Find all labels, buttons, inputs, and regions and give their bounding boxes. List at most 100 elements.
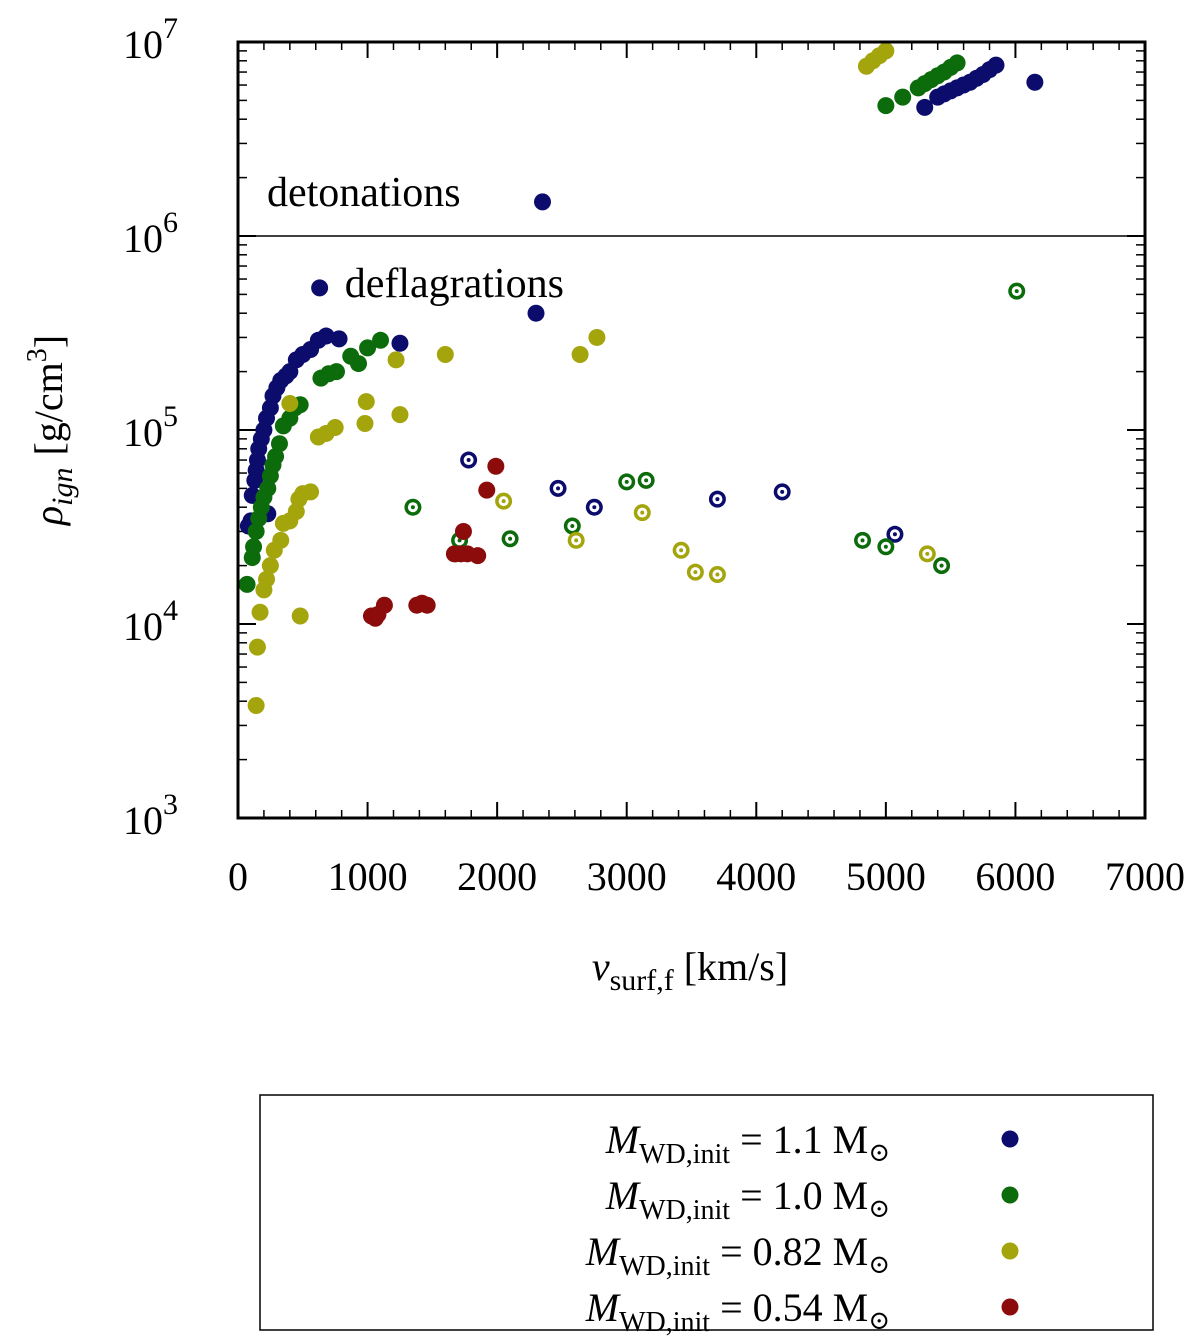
y-tick-label: 104 xyxy=(123,594,178,649)
data-point xyxy=(238,575,256,593)
y-axis-var: ρ xyxy=(26,506,71,527)
legend: MWD,init = 1.1 M⊙MWD,init = 1.0 M⊙MWD,in… xyxy=(259,1094,1154,1338)
y-tick-base: 10 xyxy=(123,410,163,455)
data-point xyxy=(247,522,265,540)
data-point xyxy=(302,483,320,501)
legend-rest: = 0.82 M xyxy=(710,1229,868,1274)
data-point xyxy=(391,334,409,352)
data-point xyxy=(311,279,329,297)
legend-label: MWD,init = 0.54 M⊙ xyxy=(585,1285,890,1338)
x-axis-var: v xyxy=(592,944,610,989)
y-tick-exp: 3 xyxy=(163,788,178,821)
legend-marker xyxy=(1001,1186,1019,1204)
data-point xyxy=(469,547,487,565)
data-point xyxy=(588,328,606,346)
data-point xyxy=(356,415,374,433)
annotation-deflagrations: deflagrations xyxy=(345,261,564,307)
x-tick-label: 4000 xyxy=(716,854,796,899)
data-point xyxy=(916,98,934,116)
data-point xyxy=(391,406,409,424)
data-point-ring-center xyxy=(679,548,684,553)
data-point xyxy=(418,596,436,614)
legend-sub: WD,init xyxy=(619,1251,710,1282)
x-axis-unit: [km/s] xyxy=(684,944,788,989)
data-point xyxy=(359,339,377,357)
y-tick-label: 107 xyxy=(123,12,178,67)
legend-rest: = 0.54 M xyxy=(710,1285,868,1330)
data-point-ring-center xyxy=(715,497,720,502)
y-axis-unit-sup: 3 xyxy=(22,348,53,362)
legend-label: MWD,init = 1.1 M⊙ xyxy=(605,1117,890,1170)
y-tick-base: 10 xyxy=(123,604,163,649)
data-point-ring-center xyxy=(466,458,471,463)
data-point xyxy=(247,697,265,715)
data-point xyxy=(533,193,551,211)
legend-label: MWD,init = 0.82 M⊙ xyxy=(585,1229,890,1282)
data-point xyxy=(350,355,368,373)
legend-sun-symbol: ⊙ xyxy=(868,1194,890,1223)
data-point xyxy=(326,419,344,437)
data-point xyxy=(948,54,966,72)
y-tick-base: 10 xyxy=(123,22,163,67)
data-point xyxy=(571,346,589,364)
series-1 xyxy=(238,54,1026,593)
y-axis-unit-pre: [g/cm xyxy=(26,362,71,455)
data-point xyxy=(894,88,912,106)
y-tick-exp: 6 xyxy=(163,206,178,239)
data-point xyxy=(527,304,545,322)
data-point-ring-center xyxy=(640,510,645,515)
data-point xyxy=(436,346,454,364)
data-point xyxy=(1026,73,1044,91)
plot-frame xyxy=(236,40,1147,820)
legend-var: M xyxy=(605,1173,642,1218)
legend-rest: = 1.0 M xyxy=(730,1173,868,1218)
legend-var: M xyxy=(585,1229,622,1274)
y-tick-base: 10 xyxy=(123,798,163,843)
x-tick-label: 0 xyxy=(228,854,248,899)
x-tick-label: 5000 xyxy=(846,854,926,899)
data-point xyxy=(387,351,405,369)
data-point-ring-center xyxy=(860,538,865,543)
legend-sub: WD,init xyxy=(619,1307,710,1338)
legend-var: M xyxy=(585,1285,622,1330)
legend-var: M xyxy=(605,1117,642,1162)
data-point-ring-center xyxy=(592,505,597,510)
legend-sun-symbol: ⊙ xyxy=(868,1138,890,1167)
data-point-ring-center xyxy=(883,544,888,549)
data-point-ring-center xyxy=(892,532,897,537)
data-point xyxy=(281,394,299,412)
annotation-detonations: detonations xyxy=(267,170,461,216)
data-point xyxy=(245,538,263,556)
data-point xyxy=(877,97,895,115)
y-tick-base: 10 xyxy=(123,216,163,261)
x-tick-labels: 0 1000 2000 3000 4000 5000 6000 7000 xyxy=(228,854,1185,899)
data-point-ring-center xyxy=(1014,289,1019,294)
data-point xyxy=(330,330,348,348)
legend-entries: MWD,init = 1.1 M⊙MWD,init = 1.0 M⊙MWD,in… xyxy=(585,1117,1019,1338)
y-tick-exp: 4 xyxy=(163,594,178,627)
data-point-ring-center xyxy=(693,570,698,575)
x-tick-label: 3000 xyxy=(587,854,667,899)
x-tick-label: 7000 xyxy=(1105,854,1185,899)
data-point-ring-center xyxy=(939,563,944,568)
y-axis-title: ρign [g/cm3] xyxy=(22,335,79,527)
annotations: detonations deflagrations xyxy=(267,170,564,307)
legend-sun-symbol: ⊙ xyxy=(868,1306,890,1335)
data-point xyxy=(317,327,335,345)
data-point-ring-center xyxy=(715,572,720,577)
data-point-ring-center xyxy=(624,479,629,484)
axis-ticks xyxy=(237,41,1146,819)
data-point xyxy=(267,448,285,466)
data-point-ring-center xyxy=(508,536,513,541)
legend-marker xyxy=(1001,1130,1019,1148)
x-axis-sub: surf,f xyxy=(610,964,674,997)
y-axis-sub: ign xyxy=(46,468,79,506)
data-point xyxy=(372,331,390,349)
data-point xyxy=(478,481,496,499)
data-point-ring-center xyxy=(574,538,579,543)
x-tick-label: 6000 xyxy=(975,854,1055,899)
y-tick-exp: 5 xyxy=(163,400,178,433)
data-point xyxy=(987,56,1005,74)
data-point-ring-center xyxy=(501,499,506,504)
